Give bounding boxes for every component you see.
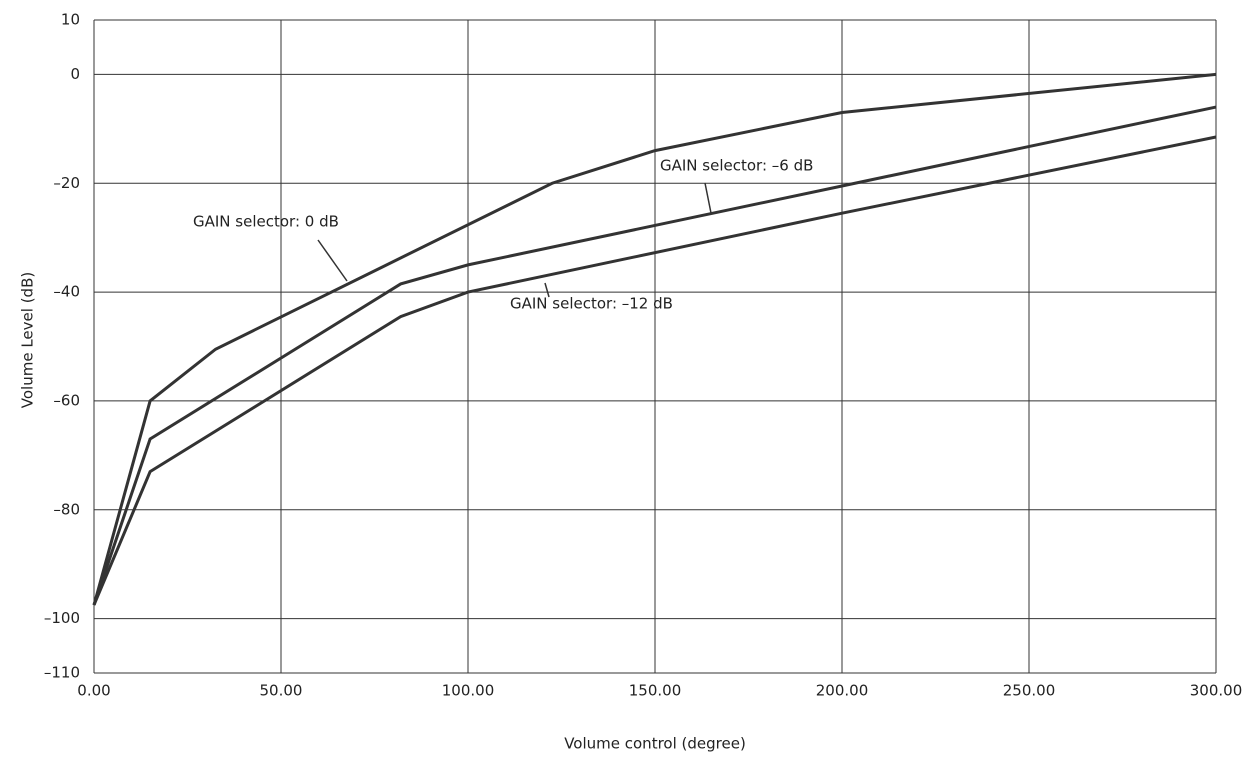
y-tick-label: 10 xyxy=(61,11,80,29)
x-tick-label: 300.00 xyxy=(1190,682,1243,700)
series-line xyxy=(92,135,1217,606)
x-tick-label: 200.00 xyxy=(816,682,869,700)
y-axis-label: Volume Level (dB) xyxy=(19,272,37,408)
series-line xyxy=(92,72,1217,606)
x-tick-label: 50.00 xyxy=(260,682,303,700)
leader-line xyxy=(544,282,550,298)
leader-line xyxy=(704,182,712,214)
y-tick-label: –110 xyxy=(44,664,80,682)
x-axis-label: Volume control (degree) xyxy=(564,735,746,753)
series-label: GAIN selector: –12 dB xyxy=(510,295,673,313)
y-tick-label: –20 xyxy=(53,174,80,192)
y-tick-label: 0 xyxy=(70,65,80,83)
y-tick-label: –80 xyxy=(53,500,80,518)
y-tick-label: –40 xyxy=(53,283,80,301)
series-line xyxy=(92,105,1217,606)
x-tick-label: 0.00 xyxy=(77,682,110,700)
series-label: GAIN selector: –6 dB xyxy=(660,157,813,175)
y-tick-label: –100 xyxy=(44,609,80,627)
x-tick-label: 250.00 xyxy=(1003,682,1056,700)
x-tick-label: 100.00 xyxy=(442,682,495,700)
x-tick-label: 150.00 xyxy=(629,682,682,700)
y-tick-label: –60 xyxy=(53,391,80,409)
series-label: GAIN selector: 0 dB xyxy=(193,213,339,231)
leader-line xyxy=(317,239,348,282)
